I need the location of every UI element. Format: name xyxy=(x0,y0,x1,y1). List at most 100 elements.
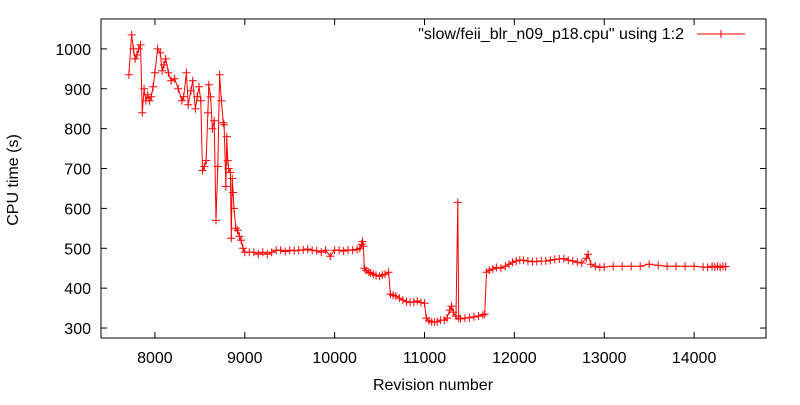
data-point-marker xyxy=(263,250,272,259)
data-point-marker xyxy=(228,174,237,183)
data-point-marker xyxy=(219,118,228,127)
data-point-marker xyxy=(681,262,690,271)
data-point-marker xyxy=(505,260,513,269)
data-point-marker xyxy=(586,260,595,269)
data-point-marker xyxy=(591,262,600,271)
data-point-marker xyxy=(445,306,454,315)
data-point-marker xyxy=(519,256,528,265)
data-point-marker xyxy=(721,262,730,271)
data-point-marker xyxy=(465,313,474,322)
data-point-marker xyxy=(170,74,179,83)
data-point-marker xyxy=(636,262,645,271)
data-point-marker xyxy=(447,302,456,311)
data-point-marker xyxy=(215,70,224,79)
data-point-marker xyxy=(627,262,636,271)
data-point-marker xyxy=(645,260,654,269)
data-point-marker xyxy=(317,248,326,257)
data-point-marker xyxy=(233,226,242,235)
data-point-marker xyxy=(496,264,505,273)
data-point-marker xyxy=(217,96,226,105)
data-point-marker xyxy=(204,80,213,89)
data-point-marker xyxy=(573,258,582,267)
data-point-marker xyxy=(413,296,422,305)
data-point-marker xyxy=(609,262,618,271)
data-point-marker xyxy=(364,268,373,277)
data-point-marker xyxy=(196,96,205,105)
data-point-marker xyxy=(541,257,550,265)
data-point-marker xyxy=(156,48,165,57)
data-point-marker xyxy=(456,314,465,323)
data-point-marker xyxy=(312,246,321,255)
data-point-marker xyxy=(223,156,232,165)
data-point-marker xyxy=(136,40,145,49)
data-point-marker xyxy=(179,92,188,101)
data-point-marker xyxy=(402,297,411,306)
x-tick-label: 12000 xyxy=(492,350,537,367)
data-point-marker xyxy=(167,76,176,85)
data-point-marker xyxy=(600,263,609,271)
data-point-marker xyxy=(198,166,207,175)
data-point-marker xyxy=(188,76,197,85)
data-point-marker xyxy=(359,242,368,251)
data-point-marker xyxy=(193,92,202,101)
data-point-marker xyxy=(177,96,186,105)
data-point-marker xyxy=(523,257,532,265)
y-tick-label: 300 xyxy=(64,321,91,338)
data-point-marker xyxy=(212,216,220,225)
data-point-marker xyxy=(254,250,263,259)
data-point-marker xyxy=(358,237,367,246)
x-tick-label: 9000 xyxy=(227,350,263,367)
data-point-marker xyxy=(360,264,369,273)
legend-marker-plus xyxy=(717,30,725,38)
data-point-marker xyxy=(213,162,222,171)
data-point-marker xyxy=(186,86,195,95)
data-point-marker xyxy=(395,294,404,303)
data-point-marker xyxy=(227,234,236,243)
data-point-marker xyxy=(208,124,217,133)
data-point-marker xyxy=(159,60,168,69)
data-point-marker xyxy=(158,66,167,75)
data-point-marker xyxy=(492,263,501,272)
data-point-marker xyxy=(478,310,487,319)
data-point-marker xyxy=(200,162,209,171)
data-point-marker xyxy=(127,30,136,39)
data-point-marker xyxy=(131,54,140,63)
data-point-marker xyxy=(222,132,231,141)
data-point-marker xyxy=(381,270,389,279)
data-point-marker xyxy=(191,104,200,113)
data-point-marker xyxy=(690,262,699,271)
y-tick-label: 900 xyxy=(64,82,91,99)
y-axis-label: CPU time (s) xyxy=(5,134,22,226)
data-point-marker xyxy=(663,262,672,271)
data-point-marker xyxy=(420,299,429,308)
data-point-marker xyxy=(149,82,158,91)
legend-label: "slow/feii_blr_n09_p18.cpu" using 1:2 xyxy=(418,26,684,43)
data-point-marker xyxy=(391,292,400,301)
data-point-marker xyxy=(469,312,478,321)
data-point-marker xyxy=(281,247,290,256)
data-point-marker xyxy=(508,258,517,267)
data-point-marker xyxy=(299,245,308,254)
data-point-marker xyxy=(161,54,170,63)
data-point-marker xyxy=(577,259,586,267)
data-point-marker xyxy=(564,256,573,265)
data-point-marker xyxy=(203,108,212,117)
series-line xyxy=(128,34,726,323)
data-point-marker xyxy=(348,246,357,255)
data-point-marker xyxy=(618,262,627,271)
data-point-marker xyxy=(195,82,203,91)
data-point-marker xyxy=(568,257,577,265)
data-point-marker xyxy=(480,310,489,319)
series-layer xyxy=(124,30,730,327)
data-point-marker xyxy=(249,248,258,257)
data-point-marker xyxy=(210,116,219,125)
data-point-marker xyxy=(231,224,240,233)
x-tick-label: 13000 xyxy=(582,350,627,367)
data-point-marker xyxy=(267,248,276,257)
data-point-marker xyxy=(276,246,285,255)
data-point-marker xyxy=(202,156,211,165)
data-point-marker xyxy=(654,261,663,270)
data-point-marker xyxy=(174,84,183,93)
data-point-marker xyxy=(239,244,247,253)
